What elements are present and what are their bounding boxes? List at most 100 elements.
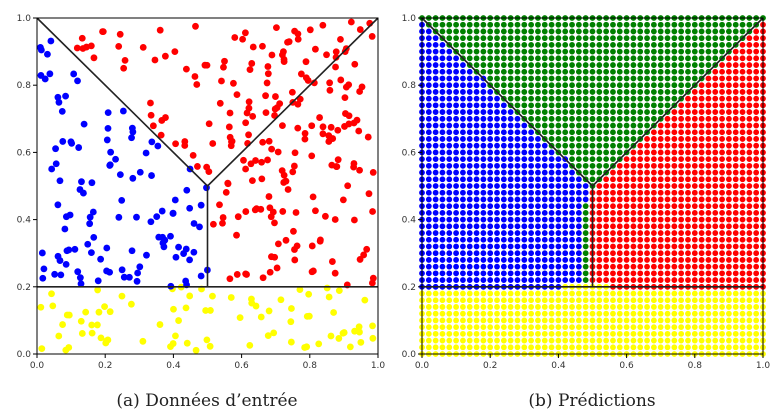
prediction-point	[629, 54, 638, 63]
prediction-point	[752, 195, 760, 204]
data-point	[234, 213, 242, 221]
prediction-point	[554, 316, 563, 325]
data-point	[325, 132, 333, 140]
prediction-point	[595, 195, 604, 204]
prediction-point	[677, 168, 685, 177]
prediction-point	[718, 94, 726, 103]
prediction-point	[541, 74, 549, 83]
prediction-point	[670, 296, 679, 304]
prediction-point	[575, 41, 583, 49]
prediction-point	[568, 316, 576, 325]
prediction-point	[629, 215, 638, 224]
prediction-point	[506, 88, 515, 96]
prediction-point	[575, 21, 583, 29]
prediction-point	[425, 330, 433, 338]
prediction-point	[745, 162, 754, 170]
prediction-point	[657, 168, 665, 177]
prediction-point	[575, 242, 583, 251]
prediction-point	[452, 41, 460, 49]
prediction-point	[459, 269, 467, 278]
prediction-point	[513, 249, 522, 257]
prediction-point	[581, 256, 590, 264]
prediction-points	[418, 14, 767, 358]
prediction-point	[486, 27, 494, 36]
prediction-point	[636, 27, 644, 36]
prediction-point	[547, 128, 556, 136]
boundary-line	[206, 17, 379, 187]
prediction-point	[561, 54, 569, 63]
data-point	[301, 344, 309, 351]
prediction-point	[691, 61, 699, 69]
prediction-point	[575, 229, 583, 237]
prediction-point	[738, 343, 747, 351]
prediction-point	[643, 330, 651, 338]
prediction-point	[732, 54, 740, 63]
prediction-point	[425, 54, 433, 63]
prediction-point	[636, 215, 644, 224]
data-point	[242, 208, 250, 215]
y-tick-label: 0.8	[402, 81, 417, 91]
prediction-point	[459, 249, 467, 257]
prediction-point	[568, 209, 576, 217]
prediction-point	[568, 175, 576, 183]
prediction-point	[643, 296, 651, 304]
prediction-point	[663, 74, 672, 83]
prediction-point	[547, 68, 556, 76]
prediction-point	[711, 330, 719, 338]
prediction-point	[732, 81, 740, 89]
prediction-point	[663, 229, 672, 237]
prediction-point	[445, 296, 453, 304]
prediction-point	[697, 54, 706, 63]
prediction-point	[561, 108, 569, 116]
prediction-point	[493, 276, 501, 284]
prediction-point	[616, 74, 624, 83]
prediction-point	[452, 222, 460, 231]
prediction-point	[738, 222, 747, 231]
data-point	[319, 21, 327, 29]
prediction-point	[738, 21, 747, 29]
prediction-point	[677, 27, 685, 36]
prediction-point	[650, 141, 658, 150]
prediction-point	[541, 182, 549, 190]
prediction-point	[520, 222, 528, 231]
prediction-point	[425, 182, 433, 190]
prediction-point	[513, 309, 522, 318]
prediction-point	[459, 47, 467, 56]
prediction-point	[725, 41, 733, 49]
prediction-point	[527, 162, 535, 170]
prediction-point	[588, 323, 597, 331]
prediction-point	[568, 256, 576, 264]
prediction-point	[452, 88, 460, 96]
prediction-point	[438, 336, 447, 345]
data-point	[97, 255, 105, 263]
prediction-point	[711, 236, 719, 244]
prediction-point	[425, 289, 433, 298]
prediction-point	[684, 189, 692, 197]
prediction-point	[466, 222, 474, 231]
prediction-point	[479, 155, 488, 163]
data-point	[95, 308, 103, 316]
prediction-point	[541, 276, 549, 284]
prediction-point	[684, 236, 692, 244]
prediction-point	[425, 242, 433, 251]
prediction-point	[554, 330, 563, 338]
data-point	[233, 91, 241, 99]
prediction-point	[752, 162, 760, 170]
prediction-point	[629, 47, 638, 56]
prediction-point	[445, 276, 453, 284]
prediction-point	[732, 229, 740, 237]
prediction-point	[752, 303, 760, 311]
prediction-point	[547, 101, 556, 110]
prediction-point	[663, 182, 672, 190]
prediction-point	[554, 229, 563, 237]
prediction-point	[493, 236, 501, 244]
prediction-point	[438, 316, 447, 325]
prediction-point	[520, 256, 528, 264]
prediction-point	[534, 27, 542, 36]
prediction-point	[466, 81, 474, 89]
prediction-point	[568, 21, 576, 29]
prediction-point	[745, 141, 754, 150]
prediction-point	[691, 289, 699, 298]
prediction-point	[650, 269, 658, 278]
prediction-point	[588, 289, 597, 298]
